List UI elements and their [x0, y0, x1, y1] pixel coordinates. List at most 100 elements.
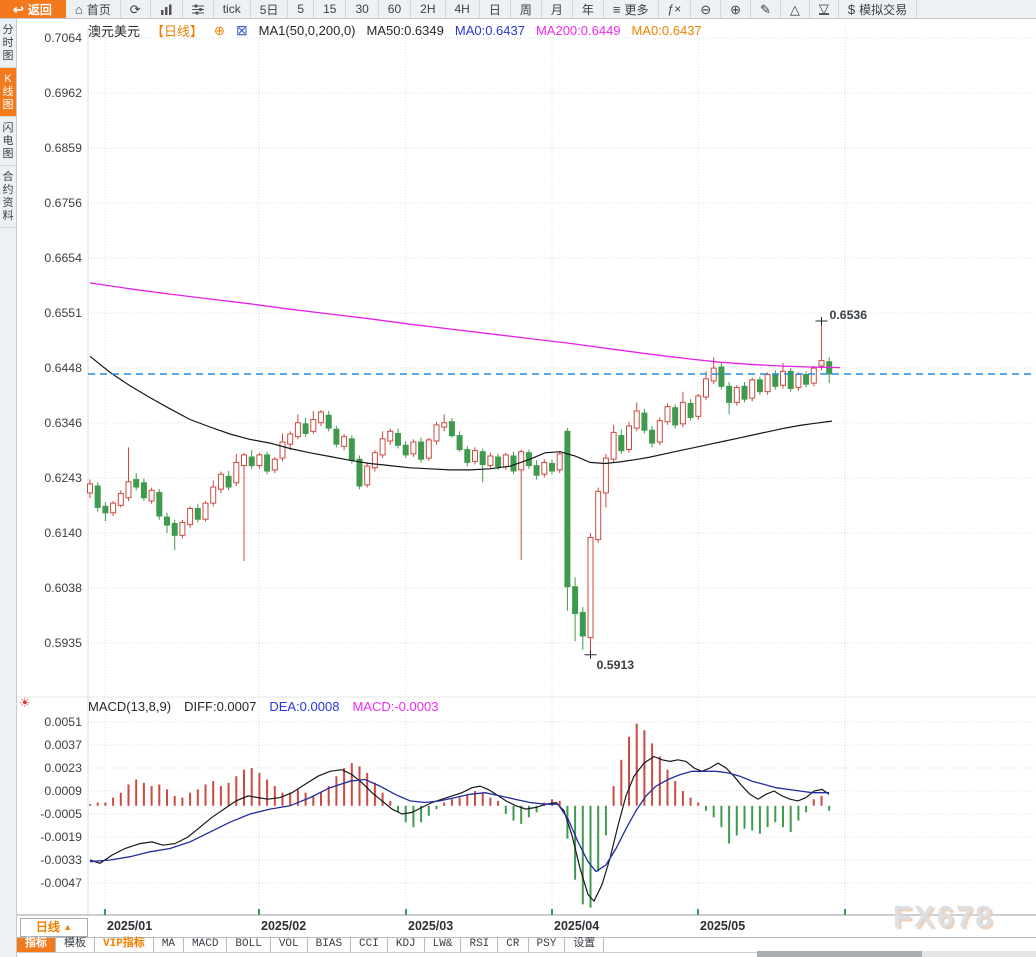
indicator-tab-cci[interactable]: CCI — [351, 938, 388, 952]
indicator-tab-设置[interactable]: 设置 — [565, 938, 605, 952]
indicator-tab-cr[interactable]: CR — [498, 938, 529, 952]
triangle-down-button[interactable]: ▽ — [810, 0, 839, 18]
watermark-logo: FX678 — [893, 899, 995, 934]
ma200-value: MA200:0.6449 — [535, 23, 621, 38]
dollar-icon: $ — [847, 1, 856, 17]
period-day-button[interactable]: 日 — [480, 0, 511, 18]
indicator-tab-bias[interactable]: BIAS — [307, 938, 352, 952]
indicator-settings-icon[interactable]: ☀ — [19, 695, 31, 710]
home-button[interactable]: ⌂ 首页 — [66, 0, 121, 18]
back-button[interactable]: ↩ 返回 — [0, 0, 66, 18]
indicator-tab-macd[interactable]: MACD — [184, 938, 228, 952]
period-dropdown-button[interactable]: 日线 ▲ — [20, 918, 88, 937]
svg-text:0.0037: 0.0037 — [44, 738, 82, 752]
add-indicator-icon[interactable]: ⊕ — [214, 22, 225, 38]
period-year-button[interactable]: 年 — [573, 0, 604, 18]
toolbar-item-label: 60 — [387, 2, 402, 16]
toolbar-item-label: 30 — [355, 2, 369, 16]
bar-chart-icon — [160, 4, 172, 15]
macd-title: MACD(13,8,9) — [88, 699, 172, 714]
scrollbar-track[interactable] — [922, 951, 1036, 957]
indicator-tab-模板[interactable]: 模板 — [56, 938, 95, 952]
x-axis-label: 2025/02 — [261, 919, 307, 933]
period-week-button[interactable]: 周 — [511, 0, 542, 18]
x-axis-label: 2025/04 — [554, 919, 600, 933]
chart-type-icon: ⊠ — [235, 22, 248, 38]
svg-text:0.6859: 0.6859 — [44, 141, 82, 155]
zoom-in-button[interactable]: ⊕ — [721, 0, 752, 18]
zoom-out-icon: ⊖ — [700, 1, 712, 17]
grid-lines: 0.7064 0.6962 0.6859 0.6756 0.6654 0.6551 0.64… — [17, 28, 1036, 915]
x-axis — [17, 909, 1036, 916]
candles — [87, 320, 833, 655]
macd-dea-value: DEA:0.0008 — [269, 699, 340, 714]
toolbar-item-label: 年 — [581, 2, 594, 17]
zoom-out-button[interactable]: ⊖ — [691, 0, 722, 18]
toolbar-item-label: ƒ× — [667, 2, 682, 16]
period-5-button[interactable]: 5 — [288, 0, 315, 18]
svg-text:0.6551: 0.6551 — [44, 306, 82, 320]
indicator-tab-vip指标[interactable]: VIP指标 — [95, 938, 154, 952]
indicator-tab-lw[interactable]: LW& — [424, 938, 462, 952]
macd-diff-line — [89, 755, 830, 903]
period-month-button[interactable]: 月 — [542, 0, 573, 18]
indicator-tab-boll[interactable]: BOLL — [227, 938, 271, 952]
fx-indicator-button[interactable]: ƒ× — [659, 0, 692, 18]
period-15-button[interactable]: 15 — [314, 0, 347, 18]
period-30-button[interactable]: 30 — [346, 0, 379, 18]
arrow-up-icon: ▲ — [63, 922, 73, 932]
indicator-tab-kdj[interactable]: KDJ — [387, 938, 425, 952]
ma0-orange-value: MA0:0.6437 — [631, 23, 702, 38]
x-axis-label: 2025/01 — [107, 919, 153, 933]
period-label: 【日线】 — [151, 24, 204, 39]
svg-text:0.6654: 0.6654 — [44, 251, 82, 265]
svg-text:-0.0019: -0.0019 — [40, 830, 82, 844]
sidebar-tab-1[interactable]: 分时图 — [0, 19, 16, 68]
period-tick-button[interactable]: tick — [214, 0, 251, 18]
zoom-in-icon: ⊕ — [730, 1, 742, 17]
macd-pane-header: MACD(13,8,9) DIFF:0.0007 DEA:0.0008 MACD… — [88, 699, 438, 714]
toolbar-item-label: 更多 — [624, 2, 649, 17]
sidebar-tab-3[interactable]: 闪电图 — [0, 117, 16, 166]
refresh-button[interactable]: ⟳ — [121, 0, 151, 18]
sim-trading-button[interactable]: $ 模拟交易 — [839, 0, 918, 18]
toolbar-item-label: 4H — [454, 2, 470, 16]
period-2h-button[interactable]: 2H — [411, 0, 446, 18]
price-annotations: 0.6536 0.5913 — [584, 308, 868, 672]
macd-dea-line — [89, 770, 829, 873]
pencil-icon: ✎ — [760, 1, 771, 17]
indicator-tab-ma[interactable]: MA — [153, 938, 185, 952]
tri-up-icon: △ — [789, 1, 800, 17]
svg-text:0.0023: 0.0023 — [44, 761, 82, 775]
indicator-tab-vol[interactable]: VOL — [270, 938, 308, 952]
triangle-up-button[interactable]: △ — [781, 0, 810, 18]
indicator-sliders-button[interactable] — [183, 0, 214, 18]
macd-diff-value: DIFF:0.0007 — [184, 699, 257, 714]
macd-indicator — [89, 723, 831, 908]
draw-tool-button[interactable]: ✎ — [751, 0, 781, 18]
symbol-name: 澳元美元 — [88, 24, 141, 39]
svg-text:0.7064: 0.7064 — [44, 31, 82, 45]
indicator-tab-rsi[interactable]: RSI — [461, 938, 499, 952]
toolbar-item-label: 首页 — [86, 2, 111, 17]
top-toolbar: ↩ 返回 ⌂ 首页 ⟳ tick 5日 5 15 30 60 2H 4H 日周月 年 ≡ 更多 ƒ× ⊖ ⊕ ✎ △ ▽ $ 模… — [0, 0, 1036, 19]
svg-text:0.6448: 0.6448 — [44, 361, 82, 375]
chart-style-button[interactable] — [151, 0, 183, 18]
tri-down-icon: ▽ — [818, 0, 829, 16]
sidebar-tab-2[interactable]: K线图 — [0, 68, 16, 117]
period-60-button[interactable]: 60 — [379, 0, 412, 18]
sidebar-tab-4[interactable]: 合约资料 — [0, 166, 16, 228]
indicator-tab-指标[interactable]: 指标 — [17, 938, 56, 952]
ma-settings-label: MA1(50,0,200,0) — [258, 23, 356, 38]
indicator-tab-psy[interactable]: PSY — [528, 938, 566, 952]
ma50-value: MA50:0.6349 — [366, 23, 444, 38]
period-4h-button[interactable]: 4H — [446, 0, 480, 18]
more-button[interactable]: ≡ 更多 — [604, 0, 659, 18]
period-5d-button[interactable]: 5日 — [251, 0, 289, 18]
scrollbar-thumb[interactable] — [757, 951, 922, 957]
high-price-annotation: 0.6536 — [830, 308, 868, 322]
x-axis-label: 2025/03 — [408, 919, 454, 933]
toolbar-item-label: 月 — [550, 2, 563, 17]
ma50-line — [89, 355, 833, 471]
